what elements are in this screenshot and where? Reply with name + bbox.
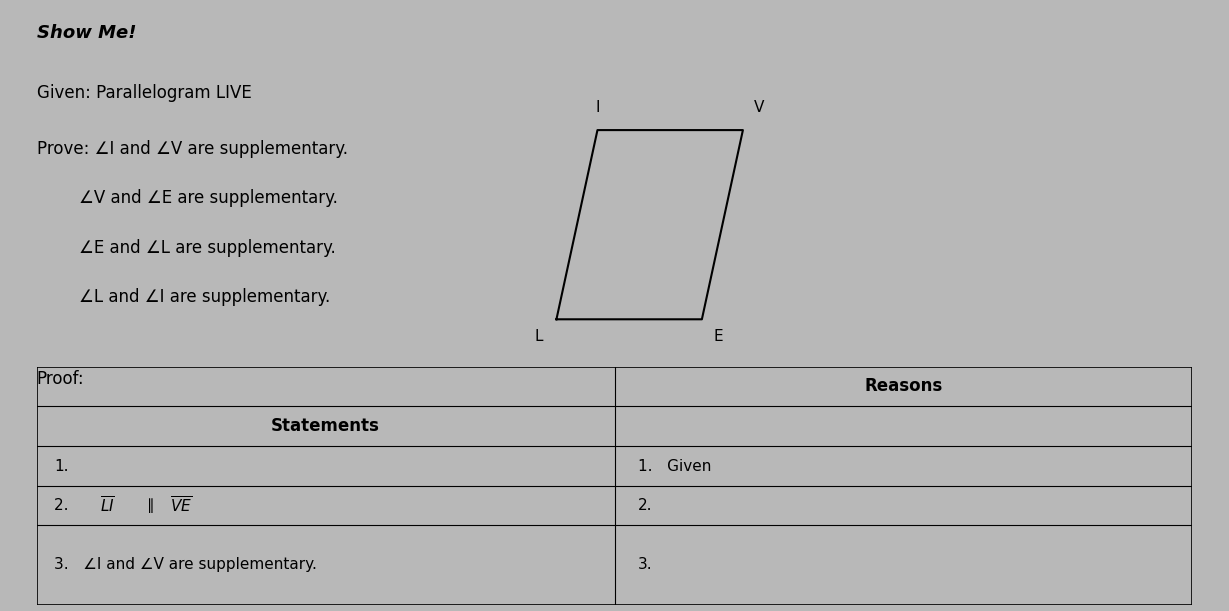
Text: Statements: Statements <box>272 417 380 435</box>
Text: Reasons: Reasons <box>864 377 943 395</box>
Text: Show Me!: Show Me! <box>37 24 136 42</box>
Text: $\overline{LI}$: $\overline{LI}$ <box>101 496 116 516</box>
Text: ∠L and ∠I are supplementary.: ∠L and ∠I are supplementary. <box>37 288 331 306</box>
Text: 2.: 2. <box>638 498 653 513</box>
Text: Proof:: Proof: <box>37 370 85 388</box>
Text: Prove: ∠I and ∠V are supplementary.: Prove: ∠I and ∠V are supplementary. <box>37 140 348 158</box>
Text: 2.: 2. <box>54 498 84 513</box>
Text: L: L <box>535 329 543 344</box>
Text: ∠E and ∠L are supplementary.: ∠E and ∠L are supplementary. <box>37 239 336 257</box>
Text: $\overline{VE}$: $\overline{VE}$ <box>170 496 192 516</box>
Text: 1.   Given: 1. Given <box>638 459 712 474</box>
Text: E: E <box>713 329 723 344</box>
Text: I: I <box>595 100 600 115</box>
Text: 3.   ∠I and ∠V are supplementary.: 3. ∠I and ∠V are supplementary. <box>54 557 317 573</box>
Text: V: V <box>755 100 764 115</box>
Text: ∥: ∥ <box>146 498 155 513</box>
Text: ∠V and ∠E are supplementary.: ∠V and ∠E are supplementary. <box>37 189 338 207</box>
Text: Given: Parallelogram LIVE: Given: Parallelogram LIVE <box>37 84 252 102</box>
Text: 3.: 3. <box>638 557 653 573</box>
Text: 1.: 1. <box>54 459 69 474</box>
